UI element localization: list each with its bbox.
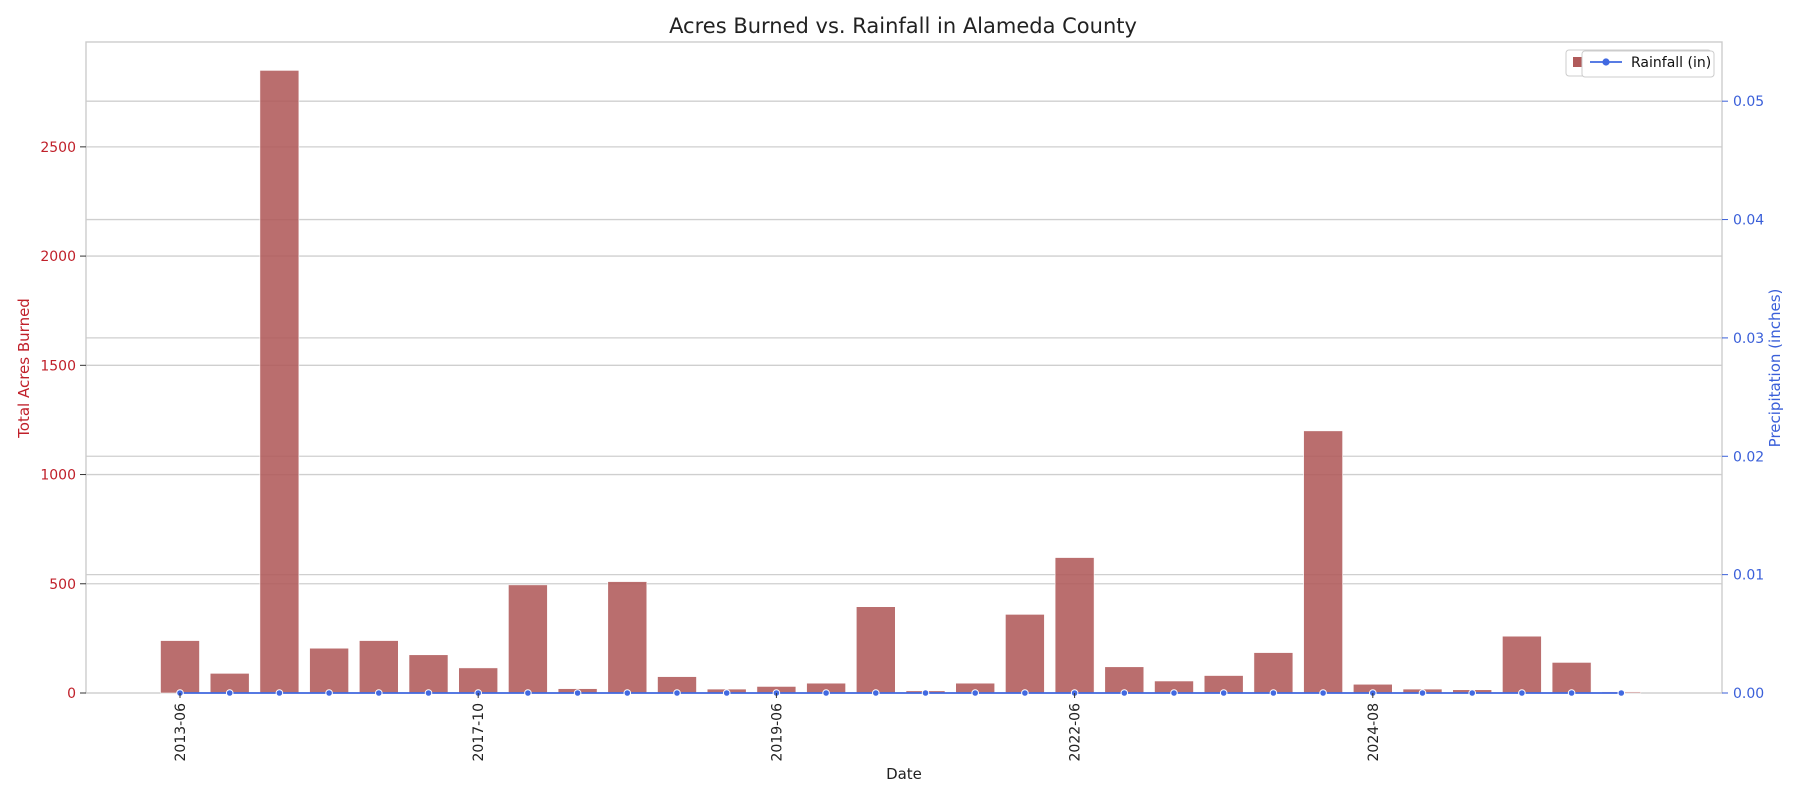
rainfall-point bbox=[1021, 689, 1029, 697]
right-y-axis-label: Precipitation (inches) bbox=[1766, 289, 1784, 448]
right-tick-label: 0.00 bbox=[1733, 686, 1764, 702]
right-tick-label: 0.05 bbox=[1733, 94, 1764, 110]
acres-bar bbox=[1253, 652, 1294, 694]
x-tick-label: 2024-08 bbox=[1366, 703, 1382, 762]
right-gridlines bbox=[86, 100, 1722, 576]
acres-bar bbox=[508, 584, 548, 694]
left-tick-label: 500 bbox=[49, 577, 76, 593]
acres-bar bbox=[1054, 557, 1095, 694]
acres-bar bbox=[855, 606, 896, 694]
rainfall-point bbox=[1518, 689, 1526, 697]
rainfall-point bbox=[1617, 689, 1626, 697]
rainfall-point bbox=[424, 689, 433, 697]
acres-bar bbox=[458, 667, 499, 694]
plot-frame bbox=[85, 41, 1723, 694]
x-axis-ticks: 2013-06 2017-10 2019-06 2022-06 2024-08 bbox=[173, 693, 1382, 762]
rainfall-point bbox=[971, 689, 980, 697]
x-tick-label: 2017-10 bbox=[471, 703, 487, 762]
right-tick-label: 0.03 bbox=[1733, 331, 1764, 347]
acres-bar bbox=[160, 640, 200, 694]
acres-bar bbox=[607, 581, 648, 694]
rainfall-point bbox=[1418, 689, 1427, 697]
left-tick-label: 1500 bbox=[40, 358, 76, 374]
left-gridlines bbox=[86, 146, 1722, 585]
legend-bar-swatch bbox=[1573, 57, 1583, 67]
rainfall-point bbox=[921, 689, 930, 697]
rainfall-point bbox=[872, 689, 880, 697]
x-tick-label: 2019-06 bbox=[769, 703, 785, 762]
acres-bar bbox=[1551, 662, 1592, 694]
acres-bar bbox=[408, 654, 449, 694]
rainfall-point bbox=[822, 689, 830, 697]
left-tick-label: 2000 bbox=[40, 249, 76, 265]
x-tick-label: 2022-06 bbox=[1068, 703, 1084, 762]
rainfall-point bbox=[225, 689, 234, 697]
left-tick-label: 2500 bbox=[40, 140, 76, 156]
legend-box-front bbox=[1581, 50, 1715, 78]
left-axis-ticks: 0 500 1000 1500 2000 2500 bbox=[40, 140, 86, 702]
acres-bar bbox=[1303, 430, 1343, 694]
acres-bar bbox=[259, 70, 300, 694]
acres-bar bbox=[1104, 666, 1145, 694]
rainfall-point bbox=[1468, 689, 1476, 697]
rainfall-point bbox=[623, 689, 632, 697]
acres-burned-bars bbox=[160, 70, 1642, 694]
rainfall-point bbox=[375, 689, 383, 697]
legend-rainfall-label: Rainfall (in) bbox=[1631, 55, 1711, 71]
rainfall-point bbox=[275, 689, 284, 697]
acres-bar bbox=[1502, 635, 1542, 694]
acres-bar bbox=[358, 640, 399, 694]
left-y-axis-label: Total Acres Burned bbox=[15, 298, 33, 439]
legend-rainfall-marker bbox=[1602, 58, 1610, 66]
left-tick-label: 1000 bbox=[40, 468, 76, 484]
acres-bar bbox=[309, 647, 349, 694]
rainfall-point bbox=[1219, 689, 1228, 697]
rainfall-point bbox=[325, 689, 333, 697]
rainfall-point bbox=[1567, 689, 1576, 697]
x-axis-label: Date bbox=[886, 765, 922, 783]
x-tick-label: 2013-06 bbox=[173, 703, 189, 762]
left-tick-label: 0 bbox=[67, 686, 76, 702]
chart-title: Acres Burned vs. Rainfall in Alameda Cou… bbox=[669, 14, 1137, 38]
rainfall-point bbox=[573, 689, 582, 697]
rainfall-point bbox=[1120, 689, 1129, 697]
rainfall-point bbox=[722, 689, 731, 697]
right-tick-label: 0.04 bbox=[1733, 213, 1764, 229]
right-tick-label: 0.02 bbox=[1733, 449, 1764, 465]
rainfall-point bbox=[1319, 689, 1327, 697]
rainfall-point bbox=[524, 689, 532, 697]
rainfall-point bbox=[1269, 689, 1278, 697]
right-axis-ticks: 0.00 0.01 0.02 0.03 0.04 0.05 bbox=[1722, 94, 1764, 702]
legend: Rainfall (in) bbox=[1565, 49, 1715, 78]
acres-bar bbox=[1005, 614, 1045, 694]
right-tick-label: 0.01 bbox=[1733, 568, 1764, 584]
rainfall-line bbox=[176, 689, 1626, 697]
rainfall-point bbox=[673, 689, 681, 697]
rainfall-point bbox=[1170, 689, 1178, 697]
